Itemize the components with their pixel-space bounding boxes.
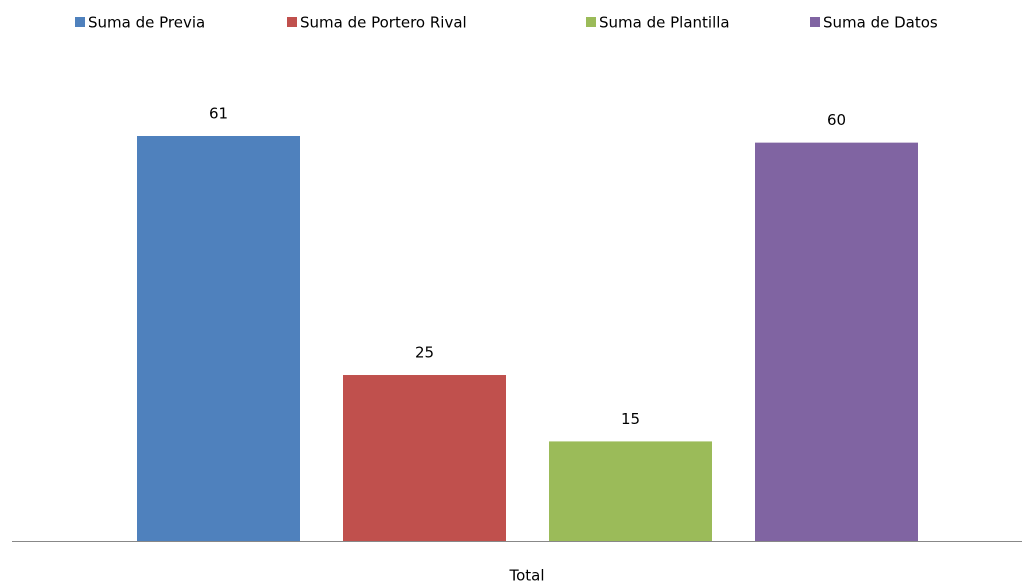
legend-swatch [586,17,596,27]
legend-swatch [287,17,297,27]
data-label: 61 [209,105,228,123]
bar [549,441,712,541]
bar [343,375,506,541]
bar [755,142,918,541]
legend-label: Suma de Plantilla [599,14,730,32]
legend-swatch [75,17,85,27]
x-tick-label: Total [508,567,544,585]
legend-label: Suma de Portero Rival [300,14,467,32]
legend-swatch [810,17,820,27]
data-label: 60 [827,111,846,129]
bar [137,136,300,541]
legend-label: Suma de Datos [823,14,938,32]
legend-label: Suma de Previa [88,14,205,32]
data-label: 25 [415,344,434,362]
data-label: 15 [621,410,640,428]
